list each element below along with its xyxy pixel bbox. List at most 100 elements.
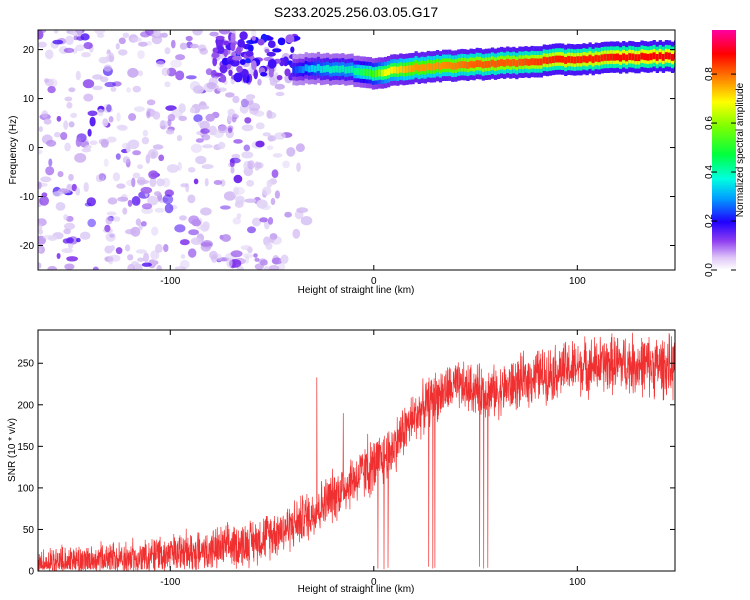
heatmap-noise-cell [230,166,235,174]
heatmap-ridge-cell [469,60,473,68]
heatmap-ridge-cell [365,69,369,76]
heatmap-noise-cell [241,151,254,159]
heatmap-noise-cell [271,169,279,179]
heatmap-noise-cell [38,149,43,155]
heatmap-noise-cell [61,248,74,254]
heatmap-noise-cell [213,84,220,90]
heatmap-noise-cell [164,81,171,88]
heatmap-ridge-cell [384,69,388,77]
heatmap-noise-cell [202,221,210,231]
heatmap-ridge-cell [600,54,604,62]
heatmap-noise-cell [286,147,296,157]
heatmap-noise-cell [103,158,109,167]
heatmap-noise-cell [68,173,74,181]
heatmap-noise-cell [43,118,52,125]
heatmap-cluster-cell [226,60,235,65]
heatmap-noise-cell [165,105,177,111]
heatmap-ridge-cell [496,59,501,67]
heatmap-noise-cell [45,49,54,60]
heatmap-ridge-cell [490,59,495,67]
heatmap-noise-cell [106,211,117,216]
heatmap-cluster-cell [237,39,246,48]
heatmap-noise-cell [152,144,164,150]
heatmap-noise-cell [55,202,66,211]
heatmap-ridge-cell [561,55,565,63]
heatmap-noise-cell [135,218,142,226]
heatmap-noise-cell [191,218,202,227]
heatmap-ridge-cell [356,68,360,75]
heatmap-noise-cell [236,213,242,219]
heatmap-noise-cell [132,85,141,93]
colorbar-tick-label: 0.0 [704,263,715,277]
colorbar-bar [712,30,736,270]
heatmap-noise-cell [138,41,148,47]
heatmap-noise-cell [229,157,241,164]
heatmap-noise-cell [54,132,61,138]
heatmap-cluster-cell [230,41,236,52]
heatmap-cluster-cell [245,58,251,64]
heatmap-noise-cell [247,160,255,170]
heatmap-ridge-cell [347,66,351,74]
snr-series-line [38,332,675,571]
heatmap-noise-cell [154,191,162,197]
heatmap-noise-cell [89,140,98,145]
heatmap-noise-cell [39,196,49,206]
heatmap-noise-cell [211,254,218,263]
heatmap-noise-cell [80,33,90,41]
heatmap-noise-cell [152,111,161,120]
heatmap-noise-cell [83,93,94,102]
heatmap-noise-cell [127,139,140,150]
heatmap-noise-cell [149,177,157,187]
heatmap-ridge-cell [432,63,437,71]
heatmap-noise-cell [141,203,153,210]
heatmap-cluster-cell [247,44,254,53]
heatmap-ridge-cell [612,53,617,61]
heatmap-ridge-cell [564,57,568,64]
heatmap-noise-cell [251,30,257,38]
heatmap-noise-cell [117,196,129,202]
heatmap-noise-cell [205,113,215,122]
heatmap-noise-cell [233,139,243,144]
heatmap-ridge-cell [387,68,391,76]
heatmap-ridge-cell [567,55,571,63]
heatmap-noise-cell [100,139,109,148]
heatmap-noise-cell [57,171,64,178]
heatmap-xtick-label: 0 [371,276,377,287]
heatmap-ridge-cell [380,69,385,77]
heatmap-noise-cell [137,164,144,170]
heatmap-noise-cell [227,127,233,134]
heatmap-ylabel: Frequency (Hz) [8,116,19,185]
heatmap-noise-cell [262,186,272,196]
heatmap-ridge-cell [628,53,632,61]
heatmap-noise-cell [175,70,185,81]
heatmap-noise-cell [102,118,109,127]
heatmap-cluster-cell [223,40,229,46]
heatmap-noise-cell [52,39,64,45]
heatmap-noise-cell [45,166,55,176]
heatmap-noise-cell [145,154,151,164]
heatmap-noise-cell [178,103,186,113]
heatmap-noise-cell [166,164,179,173]
heatmap-ytick-label: -20 [20,241,35,252]
heatmap-noise-cell [154,207,165,213]
heatmap-cluster-cell [266,51,276,57]
heatmap-ridge-cell [457,61,461,69]
heatmap-ridge-cell [631,53,635,61]
heatmap-ridge-cell [411,65,415,73]
heatmap-noise-cell [99,173,104,181]
heatmap-noise-cell [255,140,265,148]
heatmap-noise-cell [115,153,121,160]
heatmap-noise-cell [87,128,92,137]
heatmap-ridge-cell [484,61,488,68]
heatmap-ridge-cell [451,62,455,70]
heatmap-ridge-cell [316,64,321,72]
heatmap-ridge-cell [368,69,372,77]
heatmap-ridge-cell [298,66,302,73]
heatmap-ridge-cell [353,68,357,75]
heatmap-ridge-cell [515,60,519,67]
heatmap-cluster-cell [214,72,224,77]
snr-ytick-label: 200 [17,400,34,411]
heatmap-ridge-cell [591,56,595,64]
heatmap-noise-cell [259,217,268,223]
